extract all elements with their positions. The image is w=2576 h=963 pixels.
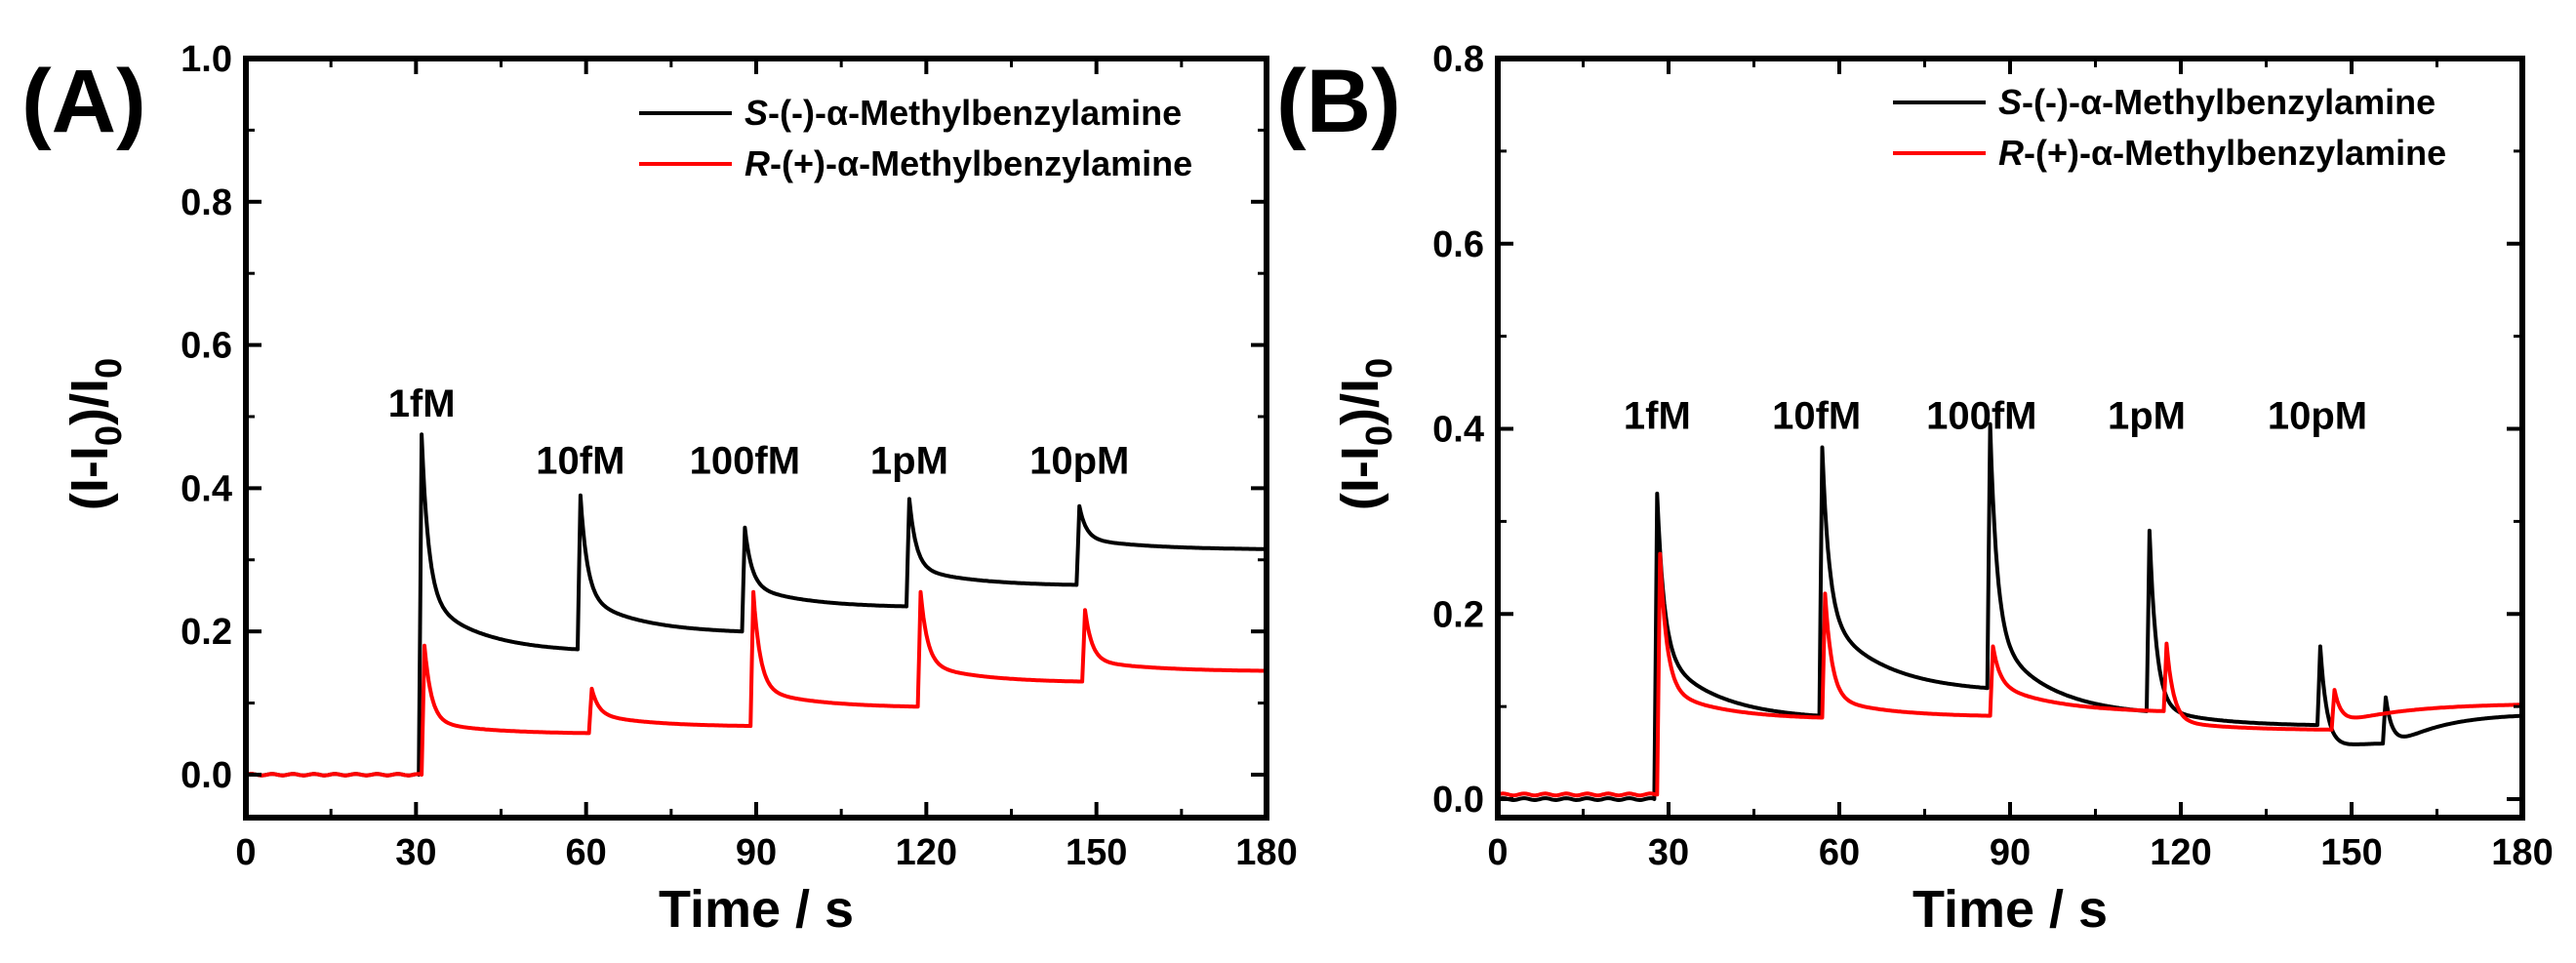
y-tick-label: 0.6 <box>181 326 232 367</box>
x-tick-label: 180 <box>1235 832 1297 873</box>
x-axis-title: Time / s <box>659 880 854 939</box>
concentration-label: 1fM <box>388 382 456 425</box>
y-tick-label: 0.8 <box>181 182 232 223</box>
x-tick-label: 120 <box>2150 832 2211 873</box>
y-axis-title: (I-I0​)/I0​ <box>60 358 130 510</box>
series-line-s-enantiomer <box>1497 421 2523 802</box>
concentration-label: 10pM <box>2268 395 2367 438</box>
concentration-label: 1pM <box>2108 395 2186 438</box>
x-tick-label: 60 <box>1819 832 1860 873</box>
x-tick-label: 30 <box>1648 832 1689 873</box>
concentration-label: 10fM <box>1772 395 1861 438</box>
concentration-label: 10pM <box>1029 440 1129 483</box>
y-tick-label: 1.0 <box>181 39 232 80</box>
series-line-r-enantiomer <box>1497 551 2523 798</box>
legend-entry: R-(+)-α-Methylbenzylamine <box>745 143 1192 183</box>
concentration-label: 1fM <box>1624 395 1691 438</box>
y-tick-label: 0.0 <box>181 755 232 796</box>
concentration-label: 100fM <box>690 440 800 483</box>
x-tick-label: 90 <box>736 832 777 873</box>
x-tick-label: 60 <box>566 832 607 873</box>
chart-panel-b: 0 30 60 90 120 150 180 0.0 0.2 0.4 0.6 0.8 Time / s (… <box>1276 39 2554 939</box>
y-tick-label: 0.2 <box>181 612 232 653</box>
concentration-label: 1pM <box>870 440 948 483</box>
y-tick-label: 0.0 <box>1432 780 1484 821</box>
panel-label: (A) <box>21 52 146 151</box>
x-tick-label: 180 <box>2491 832 2553 873</box>
x-tick-label: 150 <box>2320 832 2382 873</box>
panel-label: (B) <box>1276 52 1401 151</box>
y-tick-label: 0.8 <box>1432 39 1484 80</box>
y-tick-label: 0.2 <box>1432 594 1484 635</box>
x-tick-label: 0 <box>1487 832 1508 873</box>
y-tick-label: 0.4 <box>1432 410 1484 451</box>
chart-panel-a: 0 30 60 90 120 150 180 0.0 0.2 0.4 0.6 0.8 1.0 Time /… <box>21 39 1298 939</box>
y-axis-title: (I-I0​)/I0​ <box>1331 358 1400 510</box>
legend-entry: R-(+)-α-Methylbenzylamine <box>1998 133 2446 173</box>
legend-entry: S-(-)-α-Methylbenzylamine <box>1998 82 2435 122</box>
series-line-r-enantiomer <box>245 589 1268 778</box>
x-axis-title: Time / s <box>1912 880 2108 939</box>
x-tick-label: 120 <box>896 832 957 873</box>
x-tick-label: 150 <box>1066 832 1127 873</box>
legend-entry: S-(-)-α-Methylbenzylamine <box>745 93 1182 133</box>
concentration-label: 100fM <box>1926 395 2036 438</box>
y-tick-label: 0.4 <box>181 468 232 509</box>
concentration-label: 10fM <box>536 440 624 483</box>
x-tick-label: 0 <box>235 832 256 873</box>
x-tick-label: 90 <box>1990 832 2031 873</box>
y-tick-label: 0.6 <box>1432 224 1484 265</box>
x-tick-label: 30 <box>395 832 436 873</box>
